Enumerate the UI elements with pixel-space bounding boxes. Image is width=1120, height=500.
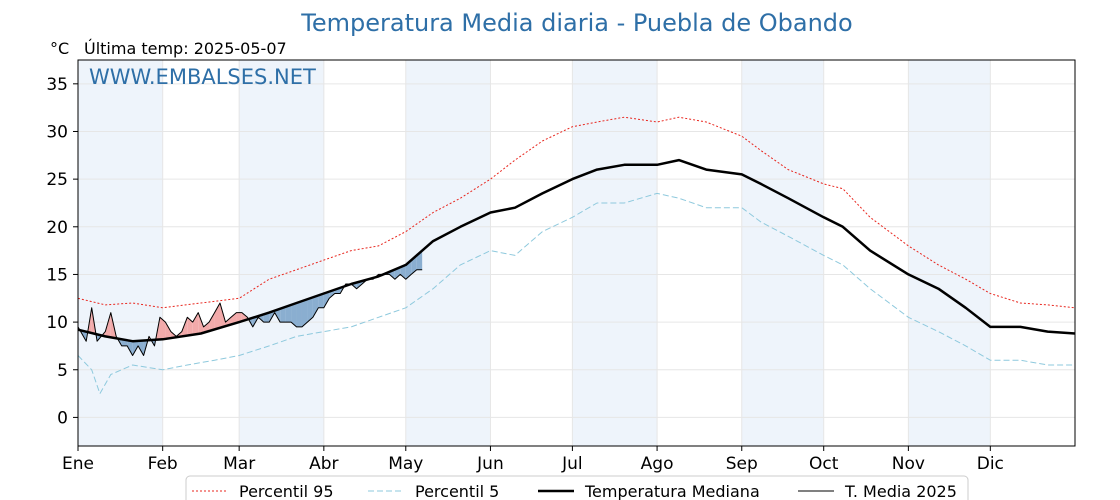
- month-shade-3: [572, 60, 658, 446]
- x-tick-label: Feb: [148, 454, 178, 474]
- y-tick-label: 10: [46, 313, 68, 333]
- unit-label: °C: [50, 39, 69, 58]
- fill-below-median: [318, 293, 324, 308]
- y-tick-label: 20: [46, 218, 68, 238]
- series-line-percentil-95: [77, 116, 1076, 309]
- fill-above-median: [192, 312, 199, 335]
- month-shade-4: [741, 60, 824, 446]
- x-tick-label: Mar: [223, 454, 255, 474]
- legend-box: [185, 475, 969, 500]
- fill-above-median: [209, 312, 215, 332]
- legend-label: Temperatura Mediana: [584, 482, 760, 500]
- fill-above-median: [187, 317, 193, 336]
- watermark: WWW.EMBALSES.NET: [89, 65, 316, 89]
- series-line-t-media-2025: [77, 269, 423, 356]
- fill-above-median: [230, 312, 237, 325]
- x-tick-label: Jun: [476, 454, 504, 474]
- fill-below-median: [127, 340, 133, 356]
- last-temp-label: Última temp: 2025-05-07: [84, 39, 287, 58]
- legend-label: T. Media 2025: [844, 482, 957, 500]
- x-tick-label: Jul: [561, 454, 583, 474]
- legend: Percentil 95 Percentil 5 Temperatura Media…: [185, 475, 969, 500]
- x-tick-label: May: [388, 454, 423, 474]
- y-tick-label: 30: [46, 122, 68, 142]
- fill-above-median: [236, 312, 242, 323]
- y-tick-label: 25: [46, 170, 68, 190]
- fill-above-median: [214, 303, 221, 330]
- fill-below-median: [312, 295, 319, 318]
- month-shade-0: [78, 60, 163, 446]
- y-tick-label: 5: [57, 361, 68, 381]
- y-tick-label: 35: [46, 75, 68, 95]
- month-shade-5: [908, 60, 991, 446]
- fill-below-median: [132, 340, 139, 356]
- fill-above-median: [203, 322, 210, 333]
- legend-label: Percentil 95: [239, 482, 334, 500]
- x-tick-label: Sep: [726, 454, 758, 474]
- x-tick-label: Oct: [809, 454, 839, 474]
- fill-below-median: [285, 304, 292, 323]
- fill-below-median: [301, 299, 308, 327]
- fill-below-median: [280, 306, 286, 323]
- series-line-percentil-5: [77, 192, 1075, 395]
- fill-above-median: [198, 312, 204, 334]
- fill-below-median: [307, 297, 313, 323]
- y-tick-label: 0: [57, 408, 68, 428]
- fill-below-median: [138, 340, 144, 356]
- fill-below-median: [296, 301, 302, 327]
- fill-below-median: [323, 291, 330, 308]
- x-tick-label: Abr: [309, 454, 338, 474]
- chart-title: Temperatura Media diaria - Puebla de Oba…: [300, 9, 852, 37]
- fill-above-median: [165, 322, 171, 339]
- x-tick-label: Ago: [641, 454, 674, 474]
- plot-frame: [77, 59, 1076, 447]
- series-line-temperatura-mediana: [77, 158, 1076, 343]
- y-tick-label: 15: [46, 265, 68, 285]
- x-tick-label: Ene: [62, 454, 94, 474]
- plot-area: 0 5 10 15 20 25 30 35 Ene Feb Mar Abr May Jun Jul Ago Se…: [46, 59, 1076, 474]
- fill-above-median: [159, 317, 166, 340]
- month-shade-1: [239, 60, 324, 446]
- x-tick-label: Dic: [977, 454, 1004, 474]
- legend-label: Percentil 5: [415, 482, 499, 500]
- fill-below-median: [291, 303, 297, 327]
- x-tick-label: Nov: [892, 454, 925, 474]
